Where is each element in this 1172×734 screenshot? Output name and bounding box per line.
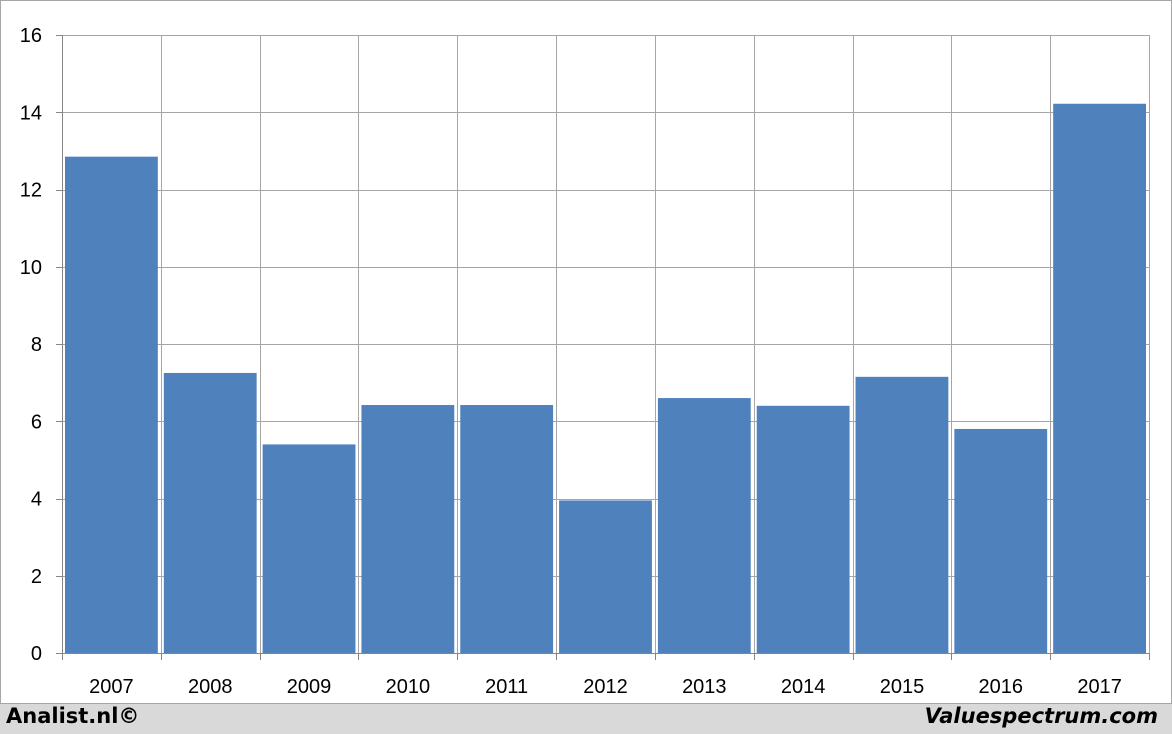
x-tick-label: 2010 <box>386 676 431 698</box>
bar <box>361 405 455 653</box>
x-tick-label: 2009 <box>287 676 332 698</box>
bar <box>65 156 158 653</box>
chart-frame: 0 2 4 6 8 10 12 14 16 2007 2008 2009 2010 2011 2012 20… <box>0 0 1172 704</box>
x-tick-label: 2017 <box>1077 676 1122 698</box>
x-tick-label: 2015 <box>880 676 925 698</box>
bar <box>657 398 751 653</box>
footer-source-left: Analist.nl© <box>6 704 140 728</box>
grid <box>62 35 1150 653</box>
bar <box>460 405 554 653</box>
x-tick-label: 2008 <box>188 676 233 698</box>
y-tick-label: 14 <box>20 102 42 124</box>
bar <box>559 500 652 653</box>
bar <box>954 428 1048 653</box>
y-tick-label: 0 <box>31 643 42 665</box>
x-axis-tick-labels: 2007 2008 2009 2010 2011 2012 2013 2014 2015 2016… <box>89 676 1122 698</box>
bar <box>756 405 850 653</box>
y-tick-label: 12 <box>20 180 42 202</box>
axes <box>56 35 1150 660</box>
y-tick-label: 8 <box>31 334 42 356</box>
x-tick-label: 2007 <box>89 676 134 698</box>
footer-source-right: Valuespectrum.com <box>924 704 1158 728</box>
y-tick-label: 4 <box>31 489 42 511</box>
x-tick-label: 2013 <box>682 676 727 698</box>
bar <box>1053 103 1146 653</box>
x-tick-label: 2012 <box>583 676 628 698</box>
y-tick-label: 2 <box>31 566 42 588</box>
bar <box>262 444 356 653</box>
bar <box>163 372 257 653</box>
y-tick-label: 10 <box>20 257 42 279</box>
x-tick-label: 2016 <box>979 676 1024 698</box>
y-tick-label: 6 <box>31 411 42 433</box>
bars <box>65 103 1146 653</box>
bar <box>855 376 949 653</box>
y-tick-label: 16 <box>20 25 42 47</box>
x-tick-label: 2014 <box>781 676 826 698</box>
y-axis-tick-labels: 0 2 4 6 8 10 12 14 16 <box>20 25 42 665</box>
x-tick-label: 2011 <box>485 676 528 698</box>
